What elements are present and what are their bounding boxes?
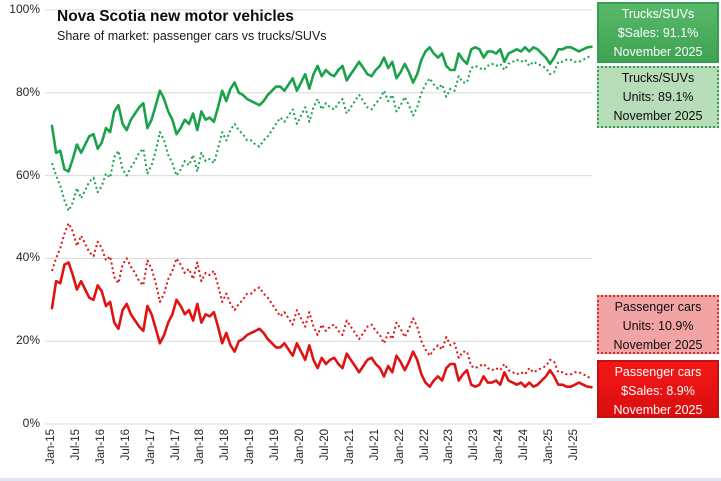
x-axis-tick-label: Jul-19 [269,429,282,461]
x-axis-tick-label: Jan-16 [94,429,107,465]
legend-line: November 2025 [613,403,703,417]
legend-line: November 2025 [613,338,703,352]
x-axis-tick-label: Jul-21 [368,429,381,461]
x-axis-tick-label: Jan-19 [244,429,257,465]
y-axis-tick-label: 60% [15,167,40,182]
legend-line: November 2025 [613,109,703,123]
chart-subtitle: Share of market: passenger cars vs truck… [57,29,327,43]
legend-trucks-suvs-dollar-sales: Trucks/SUVs $Sales: 91.1% November 2025 [597,2,719,63]
window-bottom-edge [0,478,721,481]
x-axis-tick-label: Jul-15 [69,429,82,461]
y-axis-tick-label: 100% [9,2,40,16]
x-axis-tick-label: Jan-23 [443,429,456,465]
legend-line: $Sales: 8.9% [621,384,695,398]
legend-line: November 2025 [613,45,703,59]
y-axis-tick-label: 80% [15,84,40,99]
legend-trucks-suvs-units: Trucks/SUVs Units: 89.1% November 2025 [597,66,719,128]
x-axis-tick-label: Jan-18 [194,429,207,465]
x-axis-tick-label: Jul-24 [518,429,531,461]
legend-line: Passenger cars [614,300,702,314]
legend-passenger-cars-units: Passenger cars Units: 10.9% November 202… [597,295,719,354]
legend-line: Units: 89.1% [622,90,694,104]
x-axis-tick-label: Jan-22 [393,429,406,465]
legend-line: $Sales: 91.1% [617,26,699,40]
chart-title: Nova Scotia new motor vehicles [57,8,294,25]
x-axis-tick-label: Jul-18 [219,429,232,461]
y-axis-tick-label: 40% [15,250,40,265]
x-axis-tick-label: Jan-17 [144,429,157,465]
legend-line: Passenger cars [614,365,702,379]
legend-line: Trucks/SUVs [621,71,695,85]
legend-line: Units: 10.9% [622,319,694,333]
x-axis-tick-label: Jan-20 [294,429,306,465]
y-axis-tick-label: 20% [15,333,40,348]
legend-passenger-cars-dollar-sales: Passenger cars $Sales: 8.9% November 202… [597,360,719,418]
x-axis-tick-label: Jul-20 [318,429,331,461]
x-axis-tick-label: Jan-24 [493,429,506,465]
x-axis-tick-label: Jul-16 [119,429,132,461]
y-axis-tick-label: 0% [22,416,40,430]
x-axis-tick-label: Jul-23 [468,429,481,461]
x-axis-tick-label: Jul-25 [567,429,580,461]
x-axis-tick-label: Jan-15 [45,429,57,465]
x-axis-tick-label: Jan-25 [543,429,555,465]
x-axis-tick-label: Jan-21 [343,429,356,465]
x-axis-tick-label: Jul-17 [169,429,182,461]
x-axis-tick-label: Jul-22 [418,429,431,461]
legend-line: Trucks/SUVs [621,7,695,21]
